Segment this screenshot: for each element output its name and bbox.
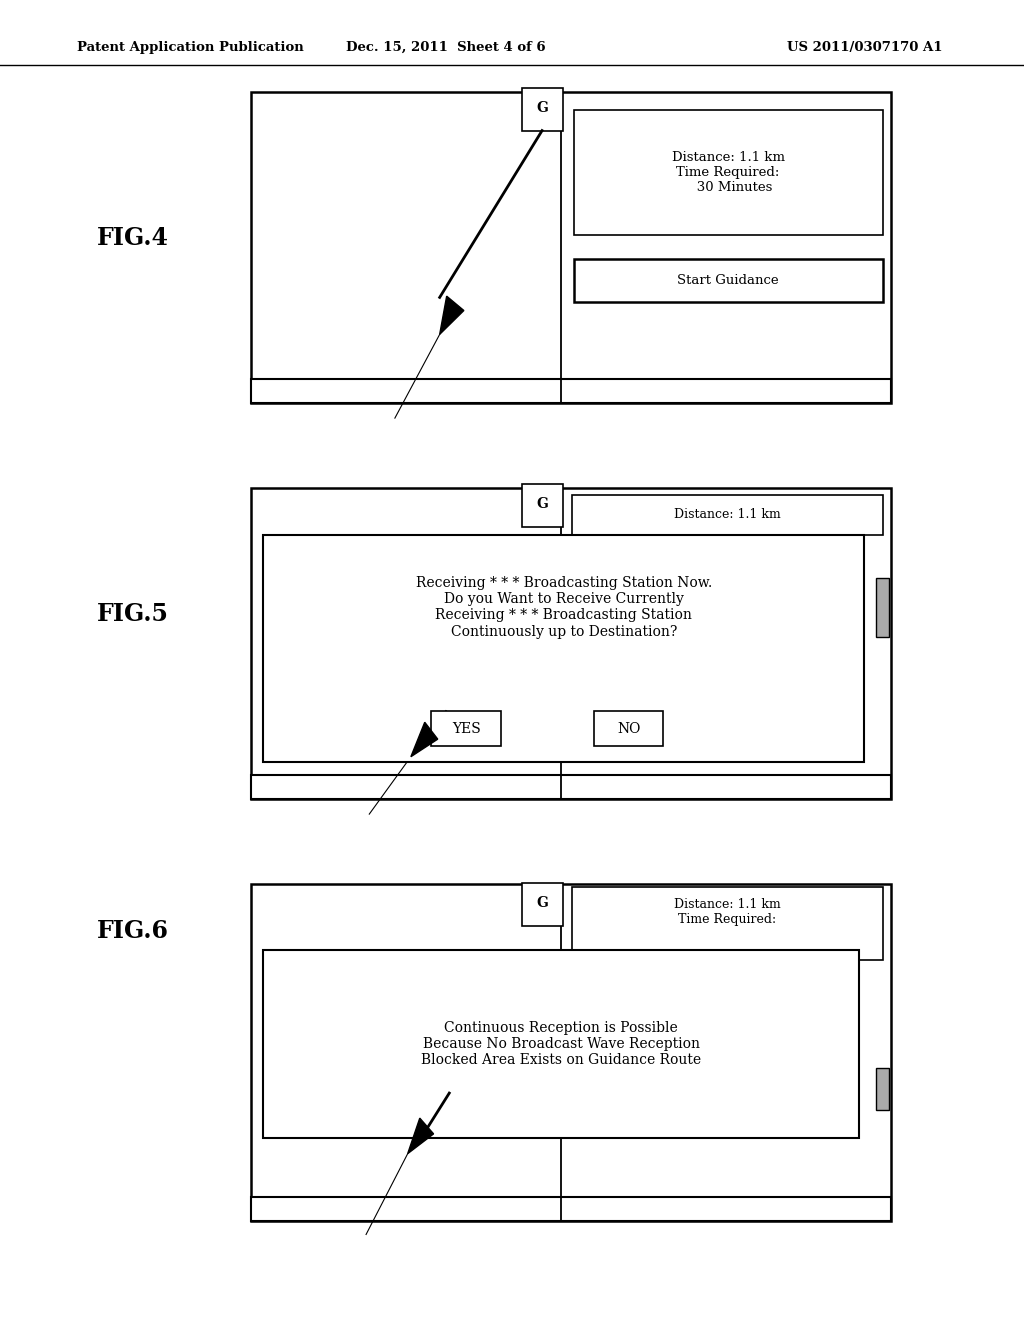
Text: Dec. 15, 2011  Sheet 4 of 6: Dec. 15, 2011 Sheet 4 of 6	[346, 41, 545, 54]
Bar	[521, 88, 562, 131]
Bar	[594, 711, 664, 746]
Bar	[431, 711, 501, 746]
Text: Receiving * * * Broadcasting Station Now.
Do you Want to Receive Currently
Recei: Receiving * * * Broadcasting Station Now…	[416, 576, 712, 639]
Polygon shape	[411, 722, 437, 756]
Bar	[571, 495, 883, 535]
Polygon shape	[408, 1118, 433, 1154]
Bar	[251, 775, 891, 799]
Text: US 2011/0307170 A1: US 2011/0307170 A1	[786, 41, 942, 54]
Text: G: G	[537, 498, 548, 511]
Text: Start Guidance: Start Guidance	[677, 275, 779, 286]
Bar	[573, 110, 883, 235]
Bar	[521, 883, 562, 925]
Bar	[876, 1068, 889, 1110]
Text: Distance: 1.1 km
Time Required:: Distance: 1.1 km Time Required:	[674, 899, 780, 927]
Bar	[573, 259, 883, 302]
Bar	[251, 92, 891, 403]
Text: FIG.4: FIG.4	[97, 226, 169, 249]
Bar	[251, 379, 891, 403]
Text: FIG.5: FIG.5	[97, 602, 169, 626]
Polygon shape	[439, 296, 464, 334]
Text: YES: YES	[452, 722, 480, 735]
Text: Continuous Reception is Possible
Because No Broadcast Wave Reception
Blocked Are: Continuous Reception is Possible Because…	[421, 1020, 701, 1068]
Bar	[263, 535, 864, 762]
Text: Distance: 1.1 km
Time Required:
   30 Minutes: Distance: 1.1 km Time Required: 30 Minut…	[672, 150, 784, 194]
Bar	[571, 887, 883, 960]
Bar	[876, 578, 889, 638]
Text: FIG.6: FIG.6	[97, 919, 169, 942]
Text: G: G	[537, 896, 548, 911]
Bar	[251, 1197, 891, 1221]
Bar	[251, 488, 891, 799]
Text: NO: NO	[616, 722, 640, 735]
Text: Distance: 1.1 km: Distance: 1.1 km	[674, 508, 780, 521]
Bar	[521, 484, 562, 527]
Text: G: G	[537, 102, 548, 115]
Bar	[251, 884, 891, 1221]
Text: Patent Application Publication: Patent Application Publication	[77, 41, 303, 54]
Bar	[263, 950, 859, 1138]
